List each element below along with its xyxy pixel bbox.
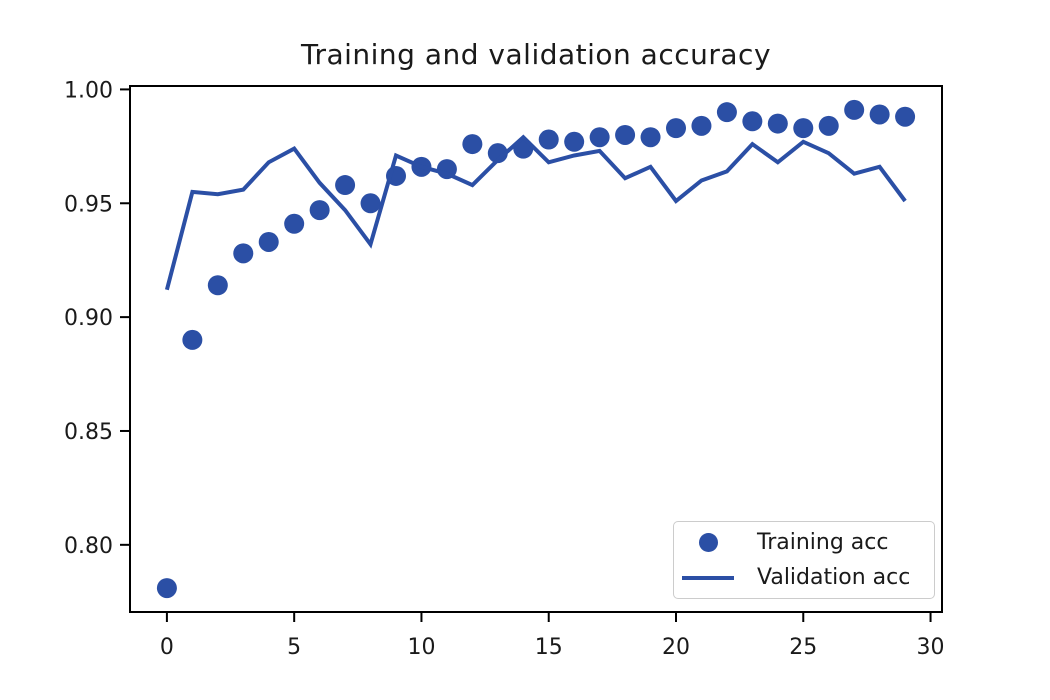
training-point — [335, 175, 356, 196]
x-tick-label: 20 — [662, 635, 690, 660]
training-point — [895, 106, 916, 127]
x-tick-label: 15 — [535, 635, 563, 660]
training-point — [818, 115, 839, 136]
training-point — [309, 200, 330, 221]
legend-item-validation: Validation acc — [674, 560, 934, 595]
training-point — [564, 131, 585, 152]
marker-cell — [674, 533, 742, 552]
legend: Training acc Validation acc — [673, 521, 935, 599]
x-tick-label: 0 — [160, 635, 174, 660]
training-point — [360, 193, 381, 214]
training-point — [716, 102, 737, 123]
training-point — [589, 127, 610, 148]
axes-frame — [129, 85, 943, 613]
y-tick-label: 0.80 — [64, 534, 113, 559]
training-point — [538, 129, 559, 150]
scatter-marker-icon — [698, 533, 718, 552]
training-point — [615, 124, 636, 145]
legend-label-training: Training acc — [757, 530, 889, 555]
training-point — [207, 275, 228, 296]
training-point — [156, 578, 177, 599]
validation-line — [164, 134, 907, 291]
training-point — [844, 99, 865, 120]
training-point — [182, 329, 203, 350]
legend-label-validation: Validation acc — [757, 565, 911, 590]
training-point — [742, 111, 763, 132]
x-tick-label: 10 — [407, 635, 435, 660]
training-point — [462, 134, 483, 155]
y-tick-label: 0.95 — [64, 192, 113, 217]
training-point — [284, 213, 305, 234]
training-point — [666, 118, 686, 139]
training-point — [258, 231, 279, 252]
training-point — [793, 118, 814, 139]
y-tick-label: 1.00 — [64, 78, 113, 103]
chart-title: Training and validation accuracy — [300, 38, 772, 71]
training-point — [767, 113, 788, 134]
x-tick-label: 25 — [789, 635, 817, 660]
x-tick-label: 30 — [917, 635, 945, 660]
marker-cell — [674, 575, 742, 580]
line-marker-icon — [682, 575, 734, 580]
legend-item-training: Training acc — [674, 525, 934, 560]
training-point — [233, 243, 254, 264]
training-point — [691, 115, 712, 136]
x-tick-label: 5 — [287, 635, 301, 660]
y-tick-label: 0.85 — [64, 420, 113, 445]
y-tick-label: 0.90 — [64, 306, 113, 331]
training-point — [640, 127, 661, 148]
training-point — [869, 104, 890, 125]
